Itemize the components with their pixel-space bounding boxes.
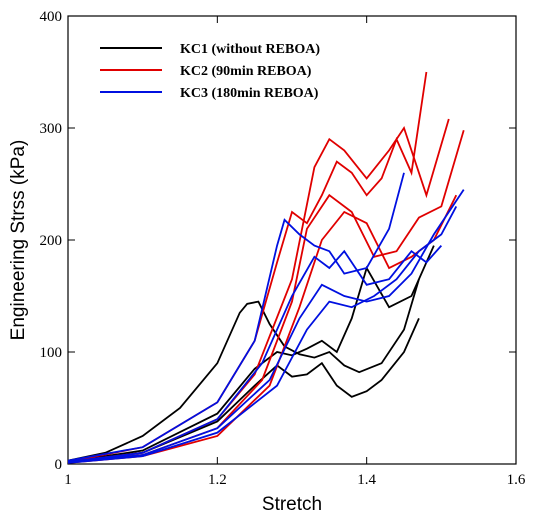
y-axis-label: Engineering Strss (kPa) xyxy=(8,140,29,341)
y-tick-label: 300 xyxy=(40,121,63,137)
plot-frame xyxy=(67,15,517,465)
data-line xyxy=(67,205,458,464)
x-tick-label: 1.2 xyxy=(208,472,227,488)
data-line xyxy=(67,189,465,463)
data-line xyxy=(67,245,443,463)
x-tick-label: 1.4 xyxy=(357,472,376,488)
x-axis-label: Stretch xyxy=(262,494,322,515)
legend-label: KC2 (90min REBOA) xyxy=(180,64,312,79)
x-tick-label: 1.6 xyxy=(507,472,526,488)
y-tick-label: 200 xyxy=(40,233,63,249)
legend-label: KC3 (180min REBOA) xyxy=(180,86,319,101)
data-line xyxy=(67,71,428,463)
data-line xyxy=(67,172,405,462)
data-line xyxy=(67,245,435,463)
legend-label: KC1 (without REBOA) xyxy=(180,42,320,57)
data-line xyxy=(67,318,420,463)
data-line xyxy=(67,118,450,463)
x-tick-label: 1 xyxy=(64,472,72,488)
data-line xyxy=(67,278,420,462)
y-tick-label: 100 xyxy=(40,345,63,361)
y-tick-label: 400 xyxy=(40,9,63,25)
data-line xyxy=(67,194,458,464)
y-tick-label: 0 xyxy=(55,457,63,473)
